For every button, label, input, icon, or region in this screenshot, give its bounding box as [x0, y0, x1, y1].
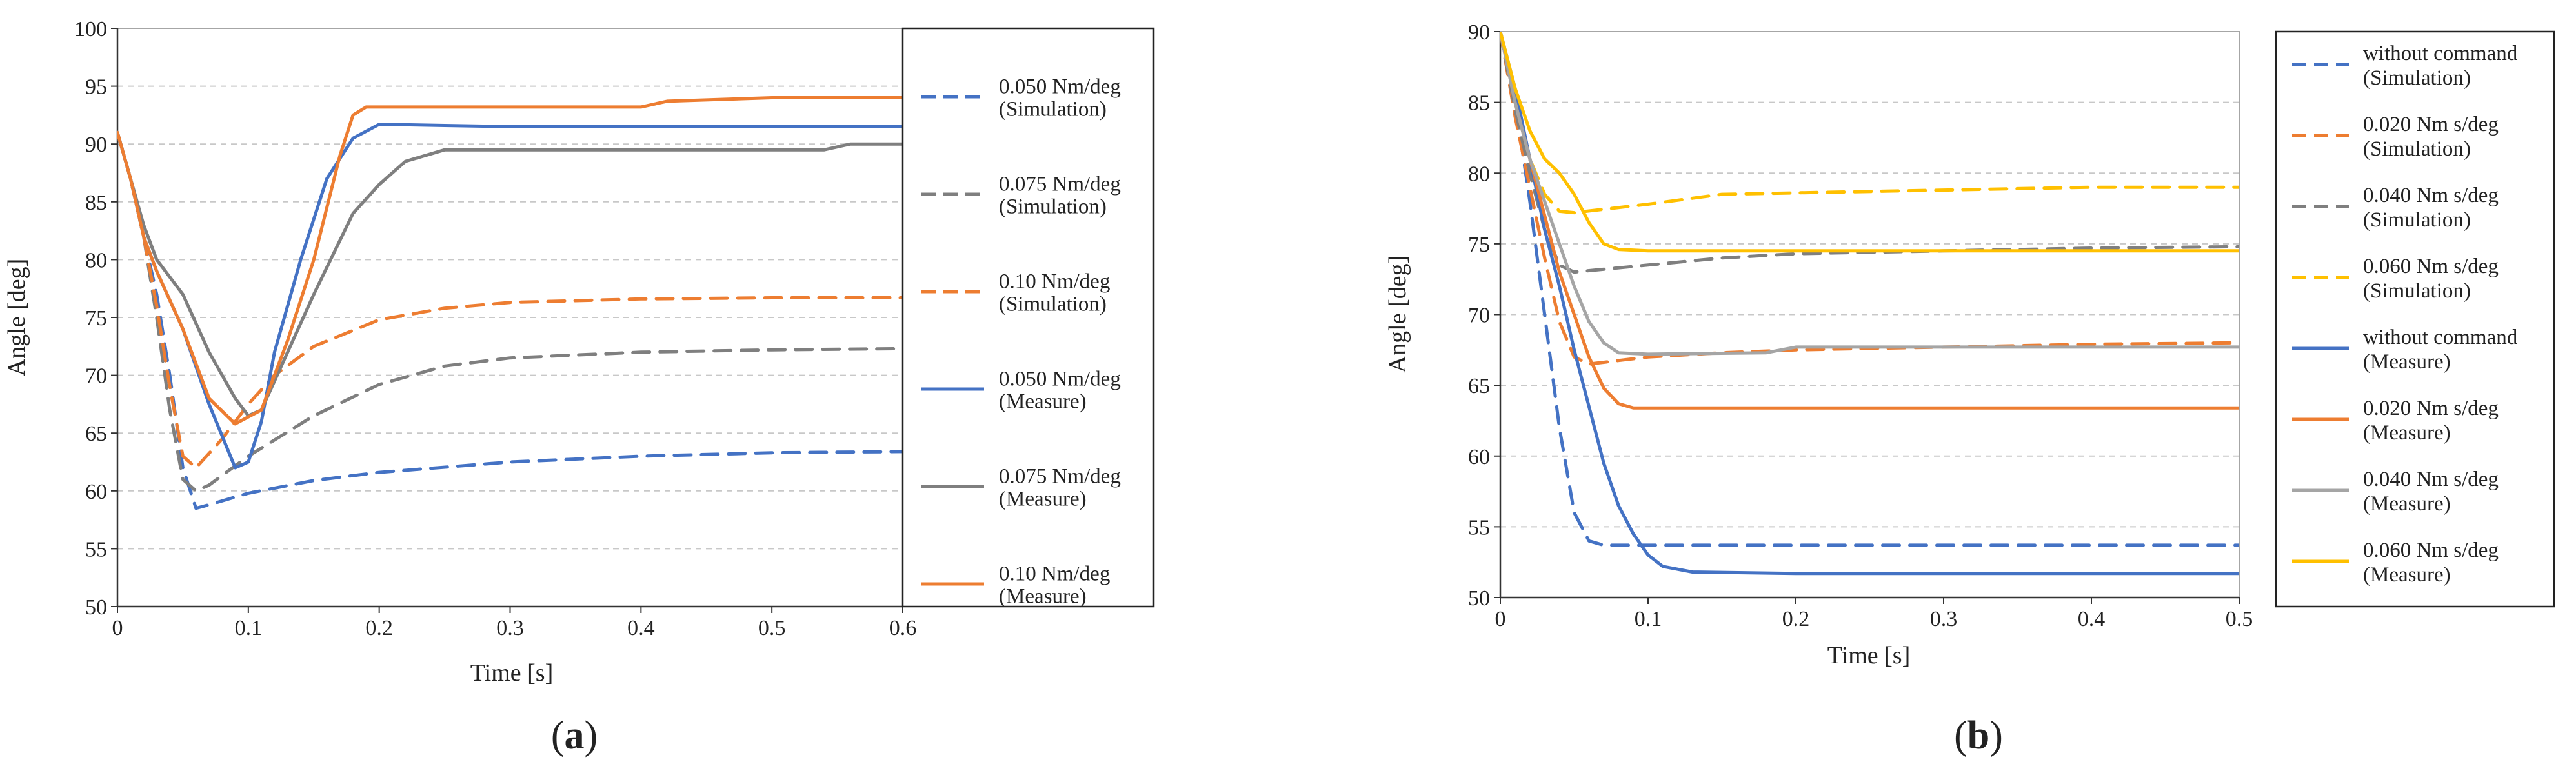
- legend-label: (Measure): [2363, 563, 2451, 587]
- y-tick-label: 50: [85, 596, 107, 619]
- legend-label: 0.050 Nm/deg: [999, 75, 1121, 99]
- legend-label: (Measure): [999, 390, 1087, 414]
- y-axis-title: Angle [deg]: [3, 259, 30, 377]
- legend-label: 0.10 Nm/deg: [999, 563, 1110, 586]
- y-tick-label: 75: [1468, 233, 1490, 257]
- panel-label-letter: a: [565, 714, 585, 758]
- legend-label: (Measure): [2363, 421, 2451, 445]
- panel-label-close: ): [585, 714, 598, 758]
- x-tick-label: 0.4: [627, 616, 655, 640]
- y-tick-label: 50: [1468, 587, 1490, 610]
- y-tick-label: 65: [1468, 374, 1490, 398]
- y-tick-label: 90: [85, 133, 107, 157]
- legend-label: without command: [2363, 326, 2518, 349]
- x-tick-label: 0.5: [2226, 607, 2253, 631]
- legend-label: 0.040 Nm s/deg: [2363, 468, 2499, 491]
- y-tick-label: 80: [1468, 162, 1490, 186]
- series-group: [117, 96, 903, 510]
- series-line-7: [1500, 32, 2239, 356]
- series-line-1: [117, 130, 903, 510]
- x-tick-label: 0.6: [889, 616, 917, 640]
- x-tick-label: 0.1: [1635, 607, 1662, 631]
- series-group: [1500, 32, 2239, 576]
- y-tick-label: 55: [1468, 516, 1490, 539]
- legend-label: 0.060 Nm s/deg: [2363, 255, 2499, 278]
- y-tick-label: 85: [1468, 92, 1490, 115]
- legend-label: (Measure): [999, 488, 1087, 511]
- y-tick-label: 100: [74, 17, 107, 41]
- chart-panel-b: 50 55 60 65 70 75 80 85 90 0 0.1 0.2 0.3 0.4 0.5 Time […: [1384, 21, 2555, 758]
- y-tick-label: 70: [1468, 304, 1490, 328]
- y-tick-label: 55: [85, 537, 107, 561]
- series-line-4: [117, 123, 903, 470]
- series-line-5: [117, 130, 903, 417]
- legend-label: (Simulation): [2363, 208, 2471, 232]
- panel-label-open: (: [1954, 714, 1967, 758]
- y-tick-label: 80: [85, 248, 107, 272]
- legend-label: (Measure): [999, 585, 1087, 608]
- y-tick-label: 85: [85, 191, 107, 215]
- panel-label-letter: b: [1967, 714, 1989, 758]
- legend-label: 0.075 Nm/deg: [999, 173, 1121, 196]
- plot-area-border: [1500, 31, 2240, 598]
- legend-label: (Simulation): [2363, 137, 2471, 161]
- legend-label: 0.040 Nm s/deg: [2363, 184, 2499, 207]
- x-tick-label: 0.2: [365, 616, 393, 640]
- x-tick-label: 0.4: [2078, 607, 2106, 631]
- x-tick-label: 0.3: [496, 616, 524, 640]
- legend-label: 0.075 Nm/deg: [999, 465, 1121, 488]
- x-axis-title: Time [s]: [470, 659, 553, 687]
- y-tick-label: 70: [85, 365, 107, 388]
- legend-label: 0.050 Nm/deg: [999, 368, 1121, 391]
- legend-label: (Simulation): [999, 196, 1107, 219]
- series-line-1: [1500, 32, 2239, 547]
- legend-label: 0.060 Nm s/deg: [2363, 539, 2499, 562]
- series-line-6: [117, 96, 903, 426]
- y-tick-label: 95: [85, 75, 107, 99]
- legend-label: without command: [2363, 42, 2518, 65]
- series-line-3: [117, 130, 903, 470]
- x-tick-label: 0.3: [1930, 607, 1958, 631]
- legend-label: (Simulation): [2363, 279, 2471, 303]
- x-tick-label: 0.5: [758, 616, 786, 640]
- legend-label: 0.020 Nm s/deg: [2363, 397, 2499, 420]
- y-tick-label: 75: [85, 306, 107, 330]
- y-axis-title: Angle [deg]: [1384, 256, 1411, 374]
- series-line-8: [1500, 32, 2239, 253]
- series-line-4: [1500, 32, 2239, 215]
- y-tick-label: 60: [85, 480, 107, 504]
- x-tick-label: 0.1: [235, 616, 263, 640]
- legend-label: (Measure): [2363, 492, 2451, 516]
- series-line-6: [1500, 32, 2239, 410]
- legend-box: [901, 27, 1155, 608]
- x-tick-label: 0: [112, 616, 123, 640]
- series-line-3: [1500, 32, 2239, 274]
- y-tick-label: 60: [1468, 445, 1490, 469]
- x-tick-label: 0.2: [1782, 607, 1810, 631]
- panel-label: (a): [551, 714, 598, 758]
- x-axis-title: Time [s]: [1827, 642, 1910, 669]
- legend-box: [2275, 30, 2555, 608]
- legend-label: (Measure): [2363, 350, 2451, 374]
- y-tick-label: 90: [1468, 21, 1490, 45]
- x-tick-label: 0: [1495, 607, 1506, 631]
- legend-label: (Simulation): [999, 98, 1107, 121]
- panel-label-close: ): [1989, 714, 2003, 758]
- legend-label: 0.10 Nm/deg: [999, 270, 1110, 294]
- series-line-2: [1500, 32, 2239, 366]
- y-tick-label: 65: [85, 422, 107, 446]
- series-line-2: [117, 130, 903, 493]
- legend-label: 0.020 Nm s/deg: [2363, 113, 2499, 136]
- series-line-5: [1500, 32, 2239, 576]
- panel-label-open: (: [551, 714, 565, 758]
- panel-label: (b): [1954, 714, 2003, 758]
- chart-panel-a: 50 55 60 65 70 75 80 85 90 95 100 0 0.1 0.2 0.3 0.4 0.5 0…: [3, 17, 1155, 758]
- legend-label: (Simulation): [999, 293, 1107, 316]
- legend-label: (Simulation): [2363, 66, 2471, 90]
